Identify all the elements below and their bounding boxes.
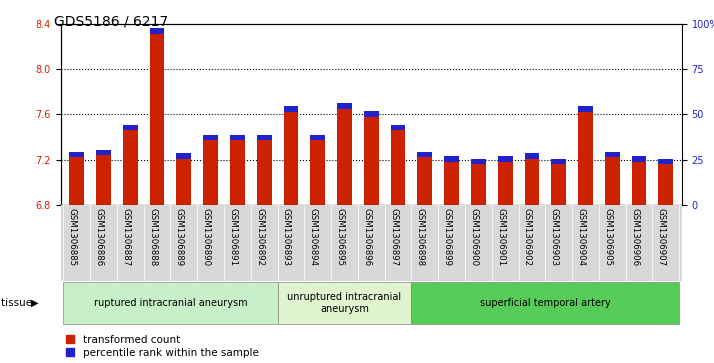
Bar: [364, 117, 378, 205]
Bar: [551, 164, 566, 205]
Text: GDS5186 / 6217: GDS5186 / 6217: [54, 15, 168, 29]
Bar: [337, 109, 352, 205]
Bar: [230, 140, 245, 205]
Bar: [605, 152, 620, 158]
Text: GSM1306904: GSM1306904: [576, 208, 585, 266]
Bar: [525, 159, 539, 205]
Bar: [391, 130, 406, 205]
Text: GSM1306898: GSM1306898: [416, 208, 425, 266]
Bar: [257, 140, 271, 205]
Bar: [578, 112, 593, 205]
Bar: [176, 153, 191, 159]
Bar: [578, 106, 593, 112]
Bar: [632, 162, 646, 205]
Text: GSM1306892: GSM1306892: [255, 208, 264, 266]
Text: GSM1306897: GSM1306897: [389, 208, 398, 266]
Text: GSM1306895: GSM1306895: [336, 208, 344, 266]
Text: GSM1306903: GSM1306903: [550, 208, 558, 266]
Bar: [444, 162, 459, 205]
Text: ruptured intracranial aneurysm: ruptured intracranial aneurysm: [94, 298, 247, 308]
Text: GSM1306890: GSM1306890: [201, 208, 211, 266]
Bar: [364, 111, 378, 117]
Bar: [203, 140, 218, 205]
Text: superficial temporal artery: superficial temporal artery: [480, 298, 610, 308]
Text: GSM1306888: GSM1306888: [148, 208, 157, 266]
Bar: [283, 112, 298, 205]
Text: GSM1306885: GSM1306885: [68, 208, 77, 266]
Bar: [605, 158, 620, 205]
Text: GSM1306900: GSM1306900: [469, 208, 478, 266]
Text: GSM1306889: GSM1306889: [175, 208, 183, 266]
Text: ▶: ▶: [31, 298, 39, 308]
Text: GSM1306894: GSM1306894: [308, 208, 318, 266]
Bar: [311, 140, 325, 205]
Bar: [525, 153, 539, 159]
Bar: [176, 159, 191, 205]
Text: GSM1306901: GSM1306901: [496, 208, 505, 266]
Bar: [150, 34, 164, 205]
Bar: [411, 282, 679, 324]
Bar: [150, 28, 164, 34]
Bar: [283, 106, 298, 112]
Bar: [551, 159, 566, 164]
Text: GSM1306886: GSM1306886: [94, 208, 104, 266]
Bar: [391, 125, 406, 130]
Text: GSM1306902: GSM1306902: [523, 208, 532, 266]
Bar: [96, 155, 111, 205]
Bar: [123, 125, 138, 130]
Bar: [498, 156, 513, 162]
Text: GSM1306893: GSM1306893: [282, 208, 291, 266]
Bar: [658, 159, 673, 164]
Bar: [64, 282, 278, 324]
Text: tissue: tissue: [1, 298, 35, 308]
Text: unruptured intracranial
aneurysm: unruptured intracranial aneurysm: [288, 292, 401, 314]
Bar: [471, 164, 486, 205]
Text: GSM1306887: GSM1306887: [121, 208, 130, 266]
Bar: [96, 150, 111, 155]
Bar: [311, 135, 325, 140]
Text: GSM1306896: GSM1306896: [362, 208, 371, 266]
Bar: [658, 164, 673, 205]
Bar: [471, 159, 486, 164]
Bar: [337, 103, 352, 109]
Bar: [257, 135, 271, 140]
Bar: [230, 135, 245, 140]
Bar: [69, 158, 84, 205]
Bar: [123, 130, 138, 205]
Text: GSM1306907: GSM1306907: [657, 208, 665, 266]
Bar: [632, 156, 646, 162]
Bar: [278, 282, 411, 324]
Bar: [444, 156, 459, 162]
Text: GSM1306906: GSM1306906: [630, 208, 639, 266]
Text: GSM1306891: GSM1306891: [228, 208, 237, 266]
Bar: [418, 158, 432, 205]
Text: GSM1306905: GSM1306905: [603, 208, 612, 266]
Text: GSM1306899: GSM1306899: [443, 208, 451, 266]
Bar: [418, 152, 432, 158]
Legend: transformed count, percentile rank within the sample: transformed count, percentile rank withi…: [66, 335, 258, 358]
Bar: [498, 162, 513, 205]
Bar: [69, 152, 84, 158]
Bar: [203, 135, 218, 140]
